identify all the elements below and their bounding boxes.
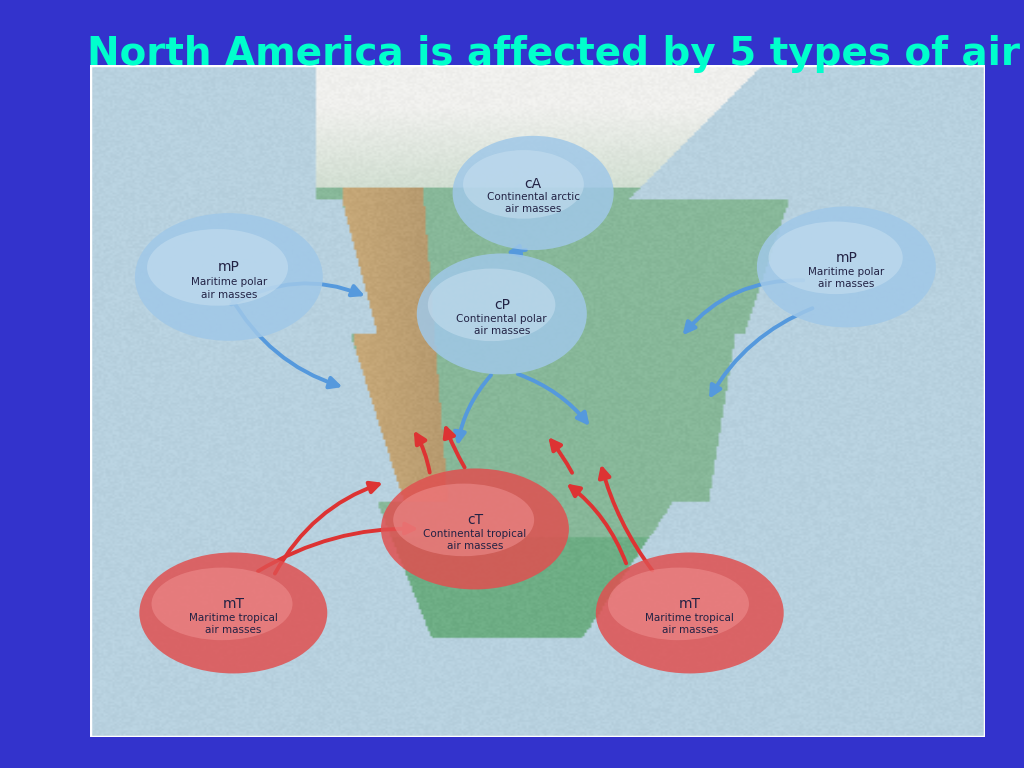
Ellipse shape — [417, 253, 587, 375]
Ellipse shape — [152, 568, 293, 641]
Ellipse shape — [135, 213, 323, 341]
Ellipse shape — [608, 568, 749, 641]
Ellipse shape — [757, 207, 936, 327]
FancyBboxPatch shape — [90, 65, 985, 737]
Ellipse shape — [139, 552, 328, 674]
Text: cT: cT — [467, 513, 483, 527]
Text: mP: mP — [836, 251, 857, 265]
Text: Continental arctic
air masses: Continental arctic air masses — [486, 192, 580, 214]
Text: cA: cA — [524, 177, 542, 191]
Ellipse shape — [596, 552, 783, 674]
Text: Continental tropical
air masses: Continental tropical air masses — [423, 528, 526, 551]
Text: North America is affected by 5 types of air masses –: North America is affected by 5 types of … — [87, 35, 1024, 72]
Text: Continental polar
air masses: Continental polar air masses — [457, 313, 547, 336]
Text: Maritime tropical
air masses: Maritime tropical air masses — [645, 613, 734, 635]
Text: cP: cP — [494, 298, 510, 312]
Text: mP: mP — [218, 260, 240, 274]
Text: mT: mT — [679, 597, 700, 611]
Text: Maritime polar
air masses: Maritime polar air masses — [808, 266, 885, 289]
Ellipse shape — [463, 150, 584, 219]
Ellipse shape — [393, 484, 535, 556]
Text: Maritime tropical
air masses: Maritime tropical air masses — [188, 613, 278, 635]
Ellipse shape — [381, 468, 569, 590]
Text: mT: mT — [222, 597, 245, 611]
Text: Maritime polar
air masses: Maritime polar air masses — [190, 277, 267, 300]
Ellipse shape — [147, 229, 288, 306]
Ellipse shape — [768, 221, 903, 294]
Ellipse shape — [428, 269, 555, 341]
Ellipse shape — [453, 136, 613, 250]
